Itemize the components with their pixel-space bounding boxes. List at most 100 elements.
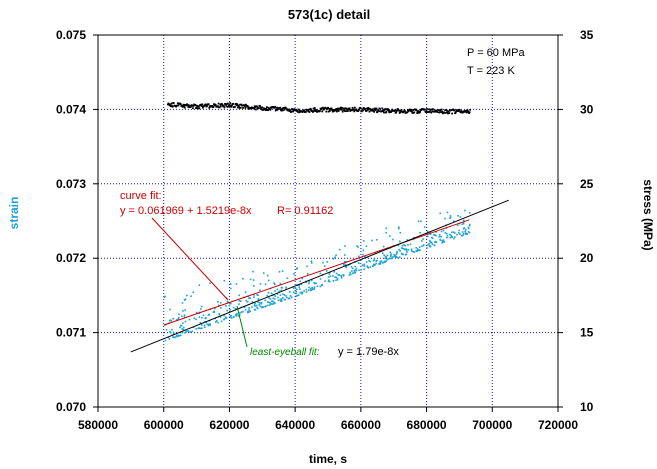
stress-point: [282, 106, 285, 109]
strain-point: [268, 297, 270, 299]
strain-point: [217, 301, 219, 303]
stress-point: [460, 110, 463, 112]
strain-point: [468, 231, 471, 234]
strain-point: [178, 313, 180, 316]
strain-point: [327, 280, 330, 283]
stress-point: [321, 110, 324, 113]
stress-point: [447, 112, 449, 115]
stress-point: [353, 110, 356, 113]
stress-point: [260, 106, 262, 109]
strain-point: [229, 308, 232, 311]
stress-point: [394, 109, 396, 112]
strain-point: [260, 306, 263, 309]
stress-point: [332, 110, 335, 113]
stress-point: [314, 108, 317, 111]
strain-point: [192, 326, 195, 329]
strain-point: [429, 241, 432, 244]
strain-point: [458, 232, 460, 234]
stress-point: [373, 107, 376, 110]
strain-point: [273, 298, 276, 300]
stress-point: [280, 109, 283, 112]
stress-point: [194, 103, 197, 106]
strain-point: [464, 230, 467, 233]
strain-point: [191, 330, 194, 333]
strain-point: [443, 241, 445, 243]
strain-point: [461, 223, 464, 225]
stress-point: [336, 108, 339, 111]
strain-point: [242, 277, 244, 280]
strain-point: [422, 238, 424, 240]
strain-point: [468, 224, 471, 227]
strain-point: [434, 241, 436, 244]
strain-point: [277, 299, 280, 302]
strain-point: [426, 230, 429, 233]
strain-point: [308, 286, 310, 289]
strain-point: [315, 282, 317, 285]
strain-point: [305, 281, 307, 284]
strain-point: [344, 245, 346, 247]
stress-point: [439, 109, 442, 112]
plot-frame: [97, 34, 559, 408]
strain-point: [168, 338, 171, 340]
strain-point: [464, 232, 467, 234]
strain-point: [269, 303, 272, 305]
strain-point: [205, 317, 207, 319]
strain-point: [441, 239, 444, 242]
strain-point: [343, 274, 345, 277]
curve-fit-line: [163, 219, 470, 326]
stress-point: [168, 103, 170, 106]
stress-point: [465, 111, 468, 114]
x-tick-label: 720000: [538, 418, 578, 432]
strain-point: [410, 248, 413, 251]
strain-point: [254, 308, 256, 311]
stress-point: [274, 105, 276, 108]
strain-point: [251, 301, 254, 303]
stress-point: [237, 104, 240, 107]
strain-point: [223, 279, 226, 282]
stress-point: [443, 111, 446, 114]
strain-point: [205, 321, 208, 324]
stress-point: [343, 109, 346, 112]
stress-point: [214, 103, 217, 106]
y-right-tick-label: 20: [580, 251, 594, 265]
strain-point: [181, 315, 183, 317]
strain-point: [249, 278, 252, 281]
stress-point: [246, 105, 249, 107]
strain-point: [363, 265, 366, 268]
stress-point: [372, 109, 375, 112]
stress-point: [183, 106, 186, 109]
stress-point: [399, 109, 402, 112]
strain-point: [461, 231, 464, 233]
strain-point: [336, 278, 339, 281]
strain-point: [223, 318, 225, 321]
stress-point: [348, 108, 350, 111]
strain-point: [355, 267, 358, 270]
strain-point: [354, 265, 356, 268]
stress-point: [468, 111, 471, 114]
strain-point: [350, 273, 352, 276]
strain-point: [442, 240, 445, 242]
stress-point: [351, 109, 353, 112]
strain-point: [200, 308, 202, 310]
strain-point: [336, 277, 339, 280]
strain-point: [438, 235, 441, 238]
strain-point: [203, 324, 206, 327]
strain-point: [219, 301, 222, 304]
strain-point: [305, 288, 308, 291]
strain-point: [375, 260, 378, 263]
stress-point: [365, 110, 368, 112]
x-axis-label: time, s: [309, 452, 347, 466]
strain-point: [287, 297, 290, 300]
strain-point: [385, 227, 388, 230]
stress-point: [276, 108, 279, 111]
stress-point: [370, 108, 373, 111]
strain-point: [376, 238, 378, 241]
strain-point: [223, 314, 225, 317]
strain-point: [396, 256, 399, 259]
strain-point: [342, 264, 345, 266]
strain-point: [198, 284, 201, 287]
stress-point: [229, 102, 232, 104]
strain-point: [164, 295, 166, 298]
strain-point: [388, 235, 391, 237]
strain-point: [182, 322, 184, 325]
